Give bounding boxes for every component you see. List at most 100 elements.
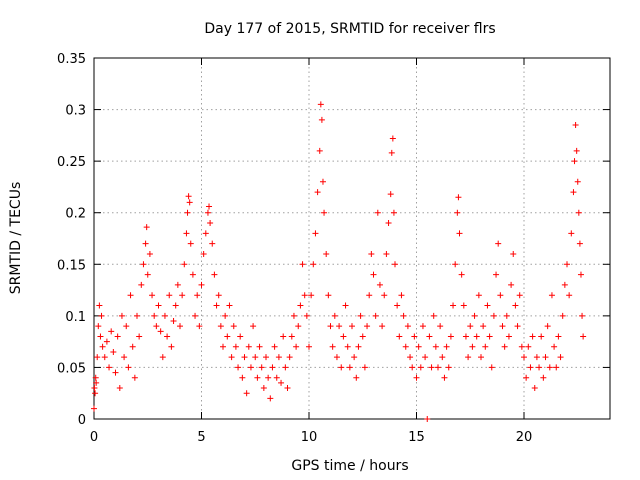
data-point <box>282 364 289 371</box>
data-point <box>278 379 285 386</box>
data-point <box>544 323 551 330</box>
x-axis-label: GPS time / hours <box>291 458 408 474</box>
x-tick-label: 5 <box>197 430 205 445</box>
data-point <box>168 343 175 350</box>
data-point <box>280 333 287 340</box>
data-point <box>542 354 549 361</box>
chart-title: Day 177 of 2015, SRMTID for receiver flr… <box>204 21 495 37</box>
data-point <box>503 312 510 319</box>
data-point <box>428 364 435 371</box>
data-point <box>159 354 166 361</box>
data-point <box>254 374 261 381</box>
data-point <box>411 333 418 340</box>
data-point <box>521 354 527 361</box>
y-tick-label: 0 <box>78 413 86 428</box>
data-point <box>443 343 450 350</box>
data-point <box>480 323 487 330</box>
data-point <box>540 374 547 381</box>
data-point <box>486 333 493 340</box>
data-point <box>263 354 269 361</box>
data-point <box>185 193 192 200</box>
data-point <box>146 250 153 257</box>
data-point <box>574 178 581 185</box>
data-point <box>127 292 134 299</box>
data-point <box>561 281 568 288</box>
data-point <box>237 333 244 340</box>
data-point <box>536 364 543 371</box>
data-point <box>275 354 282 361</box>
data-point <box>413 374 420 381</box>
data-point <box>505 333 512 340</box>
data-point <box>93 379 100 386</box>
data-point <box>426 333 433 340</box>
data-point <box>529 333 536 340</box>
data-point <box>398 292 405 299</box>
data-point <box>389 135 396 142</box>
data-point <box>527 364 534 371</box>
data-point <box>553 364 560 371</box>
y-tick-label: 0.3 <box>65 104 86 119</box>
data-point <box>151 312 158 319</box>
data-point <box>575 209 582 216</box>
data-point <box>353 374 360 381</box>
data-point <box>215 292 222 299</box>
data-point <box>557 354 564 361</box>
data-point <box>271 343 278 350</box>
data-point <box>267 395 274 402</box>
data-point <box>108 328 115 335</box>
data-point <box>99 343 106 350</box>
data-point <box>579 312 586 319</box>
data-point <box>566 292 573 299</box>
data-point <box>293 343 300 350</box>
data-point <box>138 281 145 288</box>
data-point <box>112 369 119 376</box>
data-point <box>525 343 532 350</box>
data-point <box>207 220 214 227</box>
data-point <box>374 209 381 216</box>
data-point <box>359 333 366 340</box>
data-point <box>368 250 375 257</box>
data-point <box>523 374 530 381</box>
data-point <box>142 240 149 247</box>
data-point <box>91 385 98 392</box>
data-point <box>538 333 545 340</box>
data-point <box>97 333 104 340</box>
data-point <box>572 122 579 129</box>
data-point <box>340 333 347 340</box>
data-point <box>548 292 555 299</box>
data-point <box>452 261 459 268</box>
data-point <box>366 292 373 299</box>
data-point <box>346 364 353 371</box>
data-point <box>355 343 362 350</box>
data-point <box>303 312 310 319</box>
data-point <box>454 209 461 216</box>
data-point <box>155 302 162 309</box>
data-point <box>153 323 160 330</box>
data-point <box>183 230 190 237</box>
data-point <box>424 416 431 422</box>
data-point <box>222 312 229 319</box>
data-point <box>331 312 338 319</box>
data-point <box>400 312 407 319</box>
data-point <box>299 261 306 268</box>
data-point <box>96 302 103 309</box>
data-point <box>110 348 117 355</box>
data-point <box>166 292 173 299</box>
data-point <box>134 312 140 319</box>
data-point <box>123 323 130 330</box>
data-point <box>404 323 411 330</box>
data-point <box>383 250 390 257</box>
data-point <box>157 328 164 335</box>
data-point <box>323 250 330 257</box>
data-point <box>164 333 171 340</box>
data-point <box>177 323 183 330</box>
data-point <box>258 364 265 371</box>
data-point <box>192 312 199 319</box>
data-point <box>301 292 308 299</box>
data-point <box>419 323 426 330</box>
data-point <box>103 338 110 345</box>
data-point <box>455 194 462 201</box>
data-point <box>286 354 293 361</box>
data-point <box>357 312 364 319</box>
data-point <box>546 364 553 371</box>
